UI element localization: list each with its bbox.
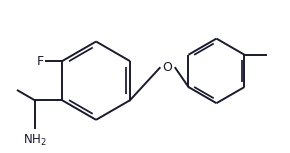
Text: F: F	[37, 55, 44, 68]
Text: NH$_2$: NH$_2$	[23, 132, 47, 148]
Text: O: O	[163, 62, 173, 75]
